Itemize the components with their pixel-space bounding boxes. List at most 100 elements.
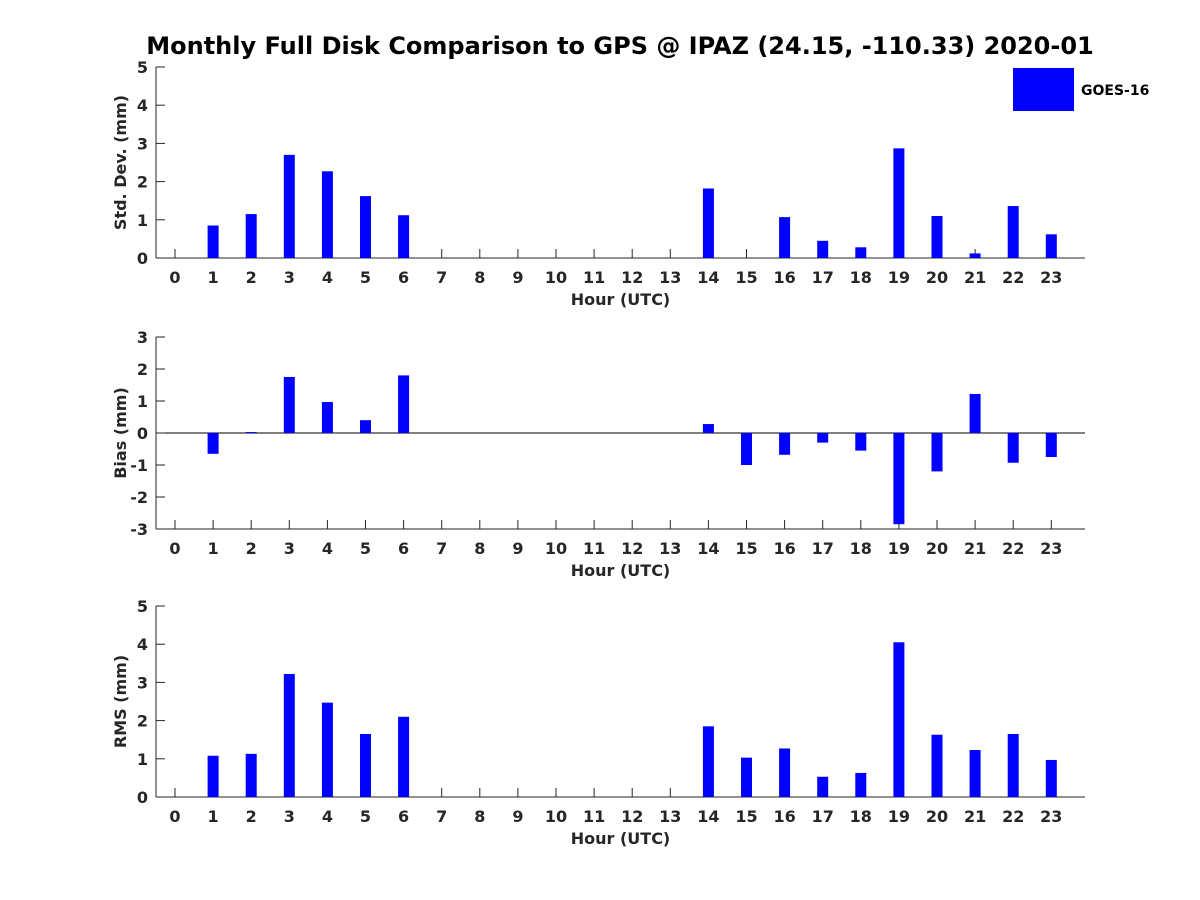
x-tick-label: 23 (1040, 539, 1062, 558)
x-tick-label: 16 (773, 268, 795, 287)
x-tick-label: 3 (284, 807, 295, 826)
y-axis-label: Std. Dev. (mm) (111, 95, 130, 230)
x-tick-label: 18 (850, 268, 872, 287)
x-tick-label: 13 (659, 539, 681, 558)
bar-std-dev-hour-17 (817, 240, 829, 258)
bar-std-dev-hour-16 (779, 217, 791, 258)
bar-bias-hour-5 (360, 420, 371, 433)
x-tick-label: 1 (208, 539, 219, 558)
x-tick-label: 16 (773, 539, 795, 558)
bar-std-dev-hour-19 (893, 148, 905, 258)
bar-std-dev-hour-6 (398, 215, 410, 258)
x-tick-label: 1 (208, 268, 219, 287)
bar-bias-hour-15 (741, 433, 752, 465)
x-tick-label: 21 (964, 807, 986, 826)
legend: GOES-16 (1013, 68, 1149, 111)
x-tick-label: 6 (398, 807, 409, 826)
x-tick-label: 22 (1002, 807, 1024, 826)
bar-rms-hour-2 (245, 753, 257, 797)
y-tick-label: 3 (137, 134, 148, 153)
bar-bias-hour-14 (702, 424, 714, 433)
x-tick-label: 12 (621, 268, 643, 287)
x-tick-label: 8 (474, 539, 485, 558)
x-tick-label: 19 (888, 539, 910, 558)
x-tick-label: 11 (583, 539, 605, 558)
y-tick-label: 5 (137, 58, 148, 77)
x-tick-label: 3 (284, 268, 295, 287)
x-tick-label: 8 (474, 268, 485, 287)
y-tick-label: 0 (137, 788, 148, 807)
x-tick-label: 21 (964, 539, 986, 558)
bar-bias-hour-22 (1007, 433, 1019, 463)
x-tick-label: 19 (888, 807, 910, 826)
x-tick-label: 2 (246, 807, 257, 826)
x-tick-label: 7 (436, 807, 447, 826)
bar-rms-hour-1 (207, 755, 219, 797)
x-tick-label: 4 (322, 539, 333, 558)
bar-std-dev-hour-18 (855, 247, 867, 258)
x-tick-label: 5 (360, 807, 371, 826)
bar-rms-hour-22 (1007, 733, 1019, 797)
bar-bias-hour-17 (817, 433, 829, 443)
bar-rms-hour-19 (893, 642, 905, 797)
x-tick-label: 17 (812, 539, 834, 558)
x-tick-label: 10 (545, 807, 567, 826)
x-tick-label: 14 (697, 807, 719, 826)
x-tick-label: 15 (735, 539, 757, 558)
y-tick-label: 5 (137, 597, 148, 616)
x-tick-label: 8 (474, 807, 485, 826)
x-tick-label: 23 (1040, 268, 1062, 287)
x-tick-label: 23 (1040, 807, 1062, 826)
x-tick-label: 4 (322, 268, 333, 287)
bar-std-dev-hour-3 (283, 154, 295, 258)
bar-rms-hour-17 (817, 776, 829, 797)
y-tick-label: 3 (137, 328, 148, 347)
bar-rms-hour-5 (360, 733, 371, 797)
y-tick-label: -2 (130, 488, 148, 507)
x-tick-label: 12 (621, 807, 643, 826)
x-axis-label: Hour (UTC) (571, 290, 671, 309)
bar-bias-hour-6 (398, 375, 410, 433)
x-tick-label: 11 (583, 268, 605, 287)
bar-bias-hour-20 (931, 433, 943, 472)
x-tick-label: 11 (583, 807, 605, 826)
x-axis-label: Hour (UTC) (571, 561, 671, 580)
bar-rms-hour-23 (1045, 759, 1057, 797)
bar-std-dev-hour-1 (207, 225, 219, 258)
legend-label-goes16: GOES-16 (1081, 83, 1149, 99)
bar-std-dev-hour-5 (360, 196, 371, 258)
bar-bias-hour-19 (893, 433, 905, 525)
x-tick-label: 0 (169, 268, 180, 287)
x-tick-label: 13 (659, 268, 681, 287)
x-tick-label: 6 (398, 539, 409, 558)
x-tick-label: 18 (850, 539, 872, 558)
bar-rms-hour-6 (398, 716, 410, 797)
x-tick-label: 6 (398, 268, 409, 287)
y-tick-label: -1 (130, 456, 148, 475)
bar-bias-hour-4 (321, 401, 333, 433)
x-tick-label: 14 (697, 539, 719, 558)
x-tick-label: 19 (888, 268, 910, 287)
bar-rms-hour-16 (779, 748, 791, 797)
x-tick-label: 22 (1002, 268, 1024, 287)
y-axis-label: RMS (mm) (111, 655, 130, 748)
bar-bias-hour-21 (969, 393, 981, 433)
bar-bias-hour-16 (779, 433, 791, 455)
bar-std-dev-hour-14 (702, 188, 714, 258)
y-tick-label: 2 (137, 173, 148, 192)
bar-std-dev-hour-2 (245, 214, 257, 258)
x-axis-label: Hour (UTC) (571, 829, 671, 848)
x-tick-label: 12 (621, 539, 643, 558)
x-tick-label: 20 (926, 807, 948, 826)
y-tick-label: 2 (137, 712, 148, 731)
y-tick-label: 1 (137, 750, 148, 769)
x-tick-label: 20 (926, 539, 948, 558)
bar-std-dev-hour-22 (1007, 206, 1019, 258)
bar-bias-hour-3 (283, 377, 295, 433)
y-tick-label: 4 (137, 96, 148, 115)
x-tick-label: 14 (697, 268, 719, 287)
